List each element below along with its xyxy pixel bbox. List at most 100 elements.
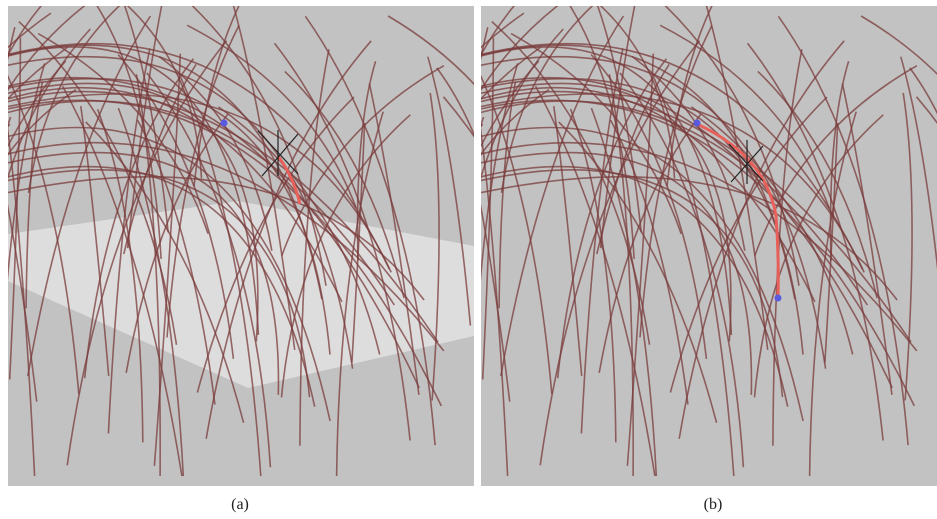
hair-strand [481, 169, 784, 398]
hair-strand [8, 141, 445, 352]
hair-strand [569, 6, 635, 259]
hair-strand [481, 28, 564, 180]
hair-strand [8, 175, 425, 301]
hair-strand [753, 114, 884, 398]
hair-strand [96, 6, 162, 259]
hair-strand [304, 15, 436, 446]
hair-strand [481, 100, 868, 306]
hair-strand [746, 42, 884, 441]
hair-strand [596, 63, 670, 255]
hair-strand [427, 56, 472, 326]
hair-strand [619, 72, 745, 468]
hair-strand [481, 126, 804, 422]
hair-strand [569, 108, 617, 443]
hair-strand [481, 99, 916, 407]
hair-strand [596, 6, 642, 233]
hair-strand [153, 53, 182, 466]
hair-strand [351, 123, 366, 363]
hair-strand [8, 93, 392, 273]
hair-strand [558, 121, 718, 424]
hair-strand [273, 42, 411, 441]
hair-strand [117, 54, 235, 359]
hair-strand [902, 92, 913, 401]
hair-strand [8, 74, 80, 394]
hair-strand [18, 21, 178, 345]
hair-strand [8, 90, 439, 343]
viewport-a[interactable] [8, 6, 474, 486]
hair-strand [841, 83, 893, 395]
hair-strand [500, 15, 625, 377]
hair-strand [8, 6, 86, 92]
hair-strand [664, 6, 800, 286]
hair-strand [590, 54, 708, 359]
panel-a [8, 6, 474, 486]
hair-strand [909, 67, 937, 115]
hair-strand [96, 108, 144, 443]
crosshair-cursor-icon [728, 140, 764, 184]
hair-strand [500, 6, 594, 194]
hair-strand [481, 42, 864, 270]
hair-strand [368, 83, 420, 395]
hair-strand [8, 56, 354, 369]
hair-strand [186, 24, 357, 209]
hair-strand [8, 28, 91, 180]
hair-strand [8, 86, 343, 303]
hair-strand [824, 123, 839, 363]
hair-strand [757, 70, 878, 299]
hair-strand [590, 107, 658, 477]
hair-strand [429, 92, 440, 401]
hair-strand [553, 105, 583, 376]
hair-strand [481, 175, 898, 301]
control-point-icon[interactable] [693, 119, 701, 127]
hair-strand [8, 99, 443, 407]
hair-strand [436, 67, 474, 137]
hair-strand [387, 15, 474, 86]
viewport-b[interactable] [481, 6, 937, 486]
crosshair-cursor-icon [257, 130, 299, 177]
hair-strand [481, 63, 519, 282]
hair-strand [481, 6, 516, 57]
hair-strand [481, 6, 559, 92]
hair-strand [146, 72, 272, 468]
hair-strand [191, 6, 327, 286]
hair-strand [123, 63, 197, 255]
hair-strand [900, 56, 937, 270]
hair-strand [754, 65, 918, 256]
hair-strand [626, 53, 655, 466]
caption-b: (b) [703, 496, 723, 513]
hair-strand [232, 6, 296, 351]
hair-strand [8, 126, 331, 422]
hair-strand [356, 60, 377, 261]
control-point-icon[interactable] [220, 119, 228, 127]
hair-strands [481, 6, 937, 477]
hair-strand [481, 56, 827, 369]
hair-strand [481, 90, 912, 343]
hair-strand [491, 21, 651, 345]
hair-strand [481, 165, 789, 407]
caption-a: (a) [231, 496, 249, 513]
hair-strand [808, 111, 857, 477]
hair-strand [117, 107, 185, 477]
hair-strand [284, 70, 405, 299]
hair-strand [8, 151, 280, 395]
hair-strand [335, 111, 384, 477]
hair-strand [481, 74, 553, 394]
hair-strand [281, 65, 445, 256]
hair-strand [27, 15, 152, 377]
hair-strand [8, 100, 395, 306]
hair-strand [498, 81, 517, 309]
hair-strand [481, 141, 918, 352]
hair-strand [280, 114, 411, 398]
hair-strand [8, 42, 391, 270]
hair-strand [442, 96, 474, 138]
hair-strand [205, 40, 372, 439]
hair-strand [777, 15, 909, 446]
control-point-icon[interactable] [774, 294, 782, 302]
hair-strand [598, 113, 702, 373]
hair-strand [8, 76, 420, 389]
hair-strand [915, 96, 937, 124]
hair-strand [80, 105, 110, 376]
hair-strand [8, 44, 323, 300]
hair-strands [8, 6, 474, 477]
hair-strand [481, 46, 541, 100]
